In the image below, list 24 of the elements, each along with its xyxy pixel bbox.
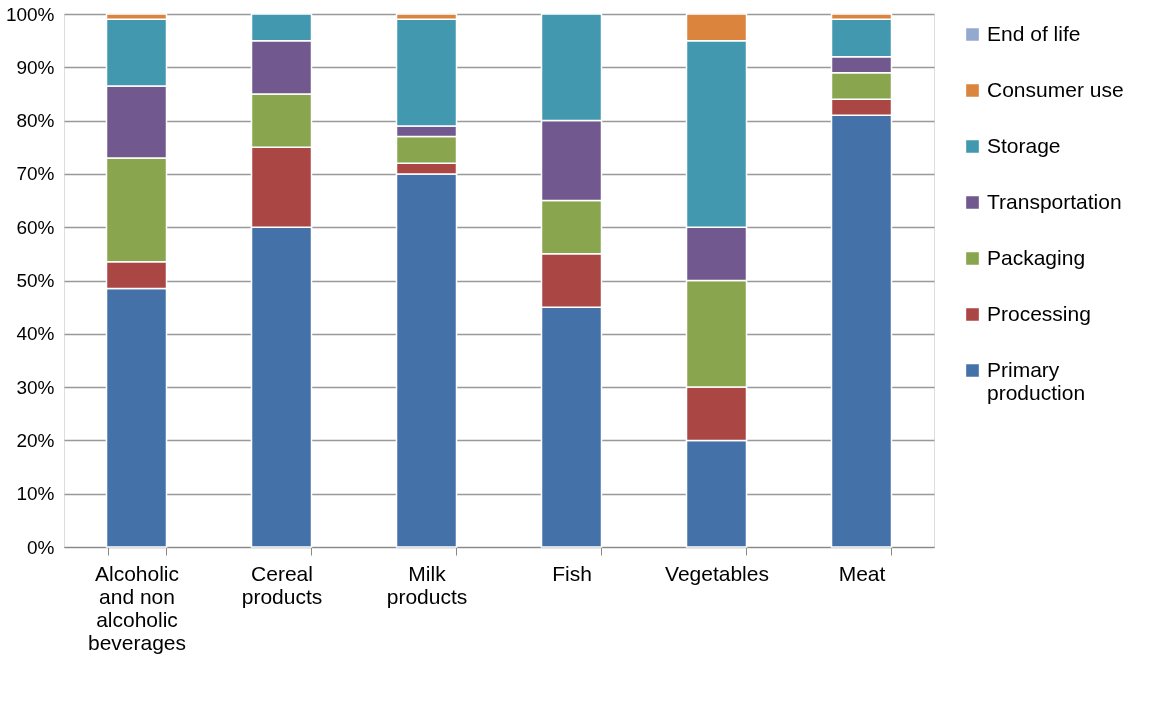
legend-label: Consumer use	[987, 77, 1124, 101]
x-tick-label: Fish	[552, 561, 592, 585]
y-tick-label: 60%	[16, 216, 55, 238]
y-tick-label: 30%	[16, 376, 55, 398]
legend-label: Packaging	[987, 245, 1086, 269]
y-tick-label: 10%	[16, 483, 55, 505]
y-tick-label: 100%	[5, 3, 55, 25]
legend-label: End of life	[987, 21, 1081, 45]
legend-label: Storage	[987, 133, 1061, 157]
y-tick-label: 50%	[16, 270, 55, 291]
x-tick-label: Milk products	[386, 561, 468, 608]
y-tick-label: 0%	[27, 536, 55, 558]
x-tick-label: Meat	[838, 561, 886, 585]
y-tick-label: 40%	[16, 323, 55, 345]
x-tick-label: Alcoholic and non alcoholic beverages	[87, 561, 187, 654]
y-tick-label: 20%	[16, 429, 55, 451]
y-tick-label: 70%	[16, 163, 55, 185]
x-tick-label: Cereal products	[241, 561, 323, 608]
legend-label: Processing	[987, 301, 1091, 325]
y-tick-label: 80%	[16, 110, 55, 132]
legend-label: Primary production	[987, 357, 1086, 404]
y-tick-label: 90%	[16, 56, 55, 78]
legend-label: Transportation	[987, 189, 1122, 213]
x-tick-label: Vegetables	[665, 561, 769, 585]
